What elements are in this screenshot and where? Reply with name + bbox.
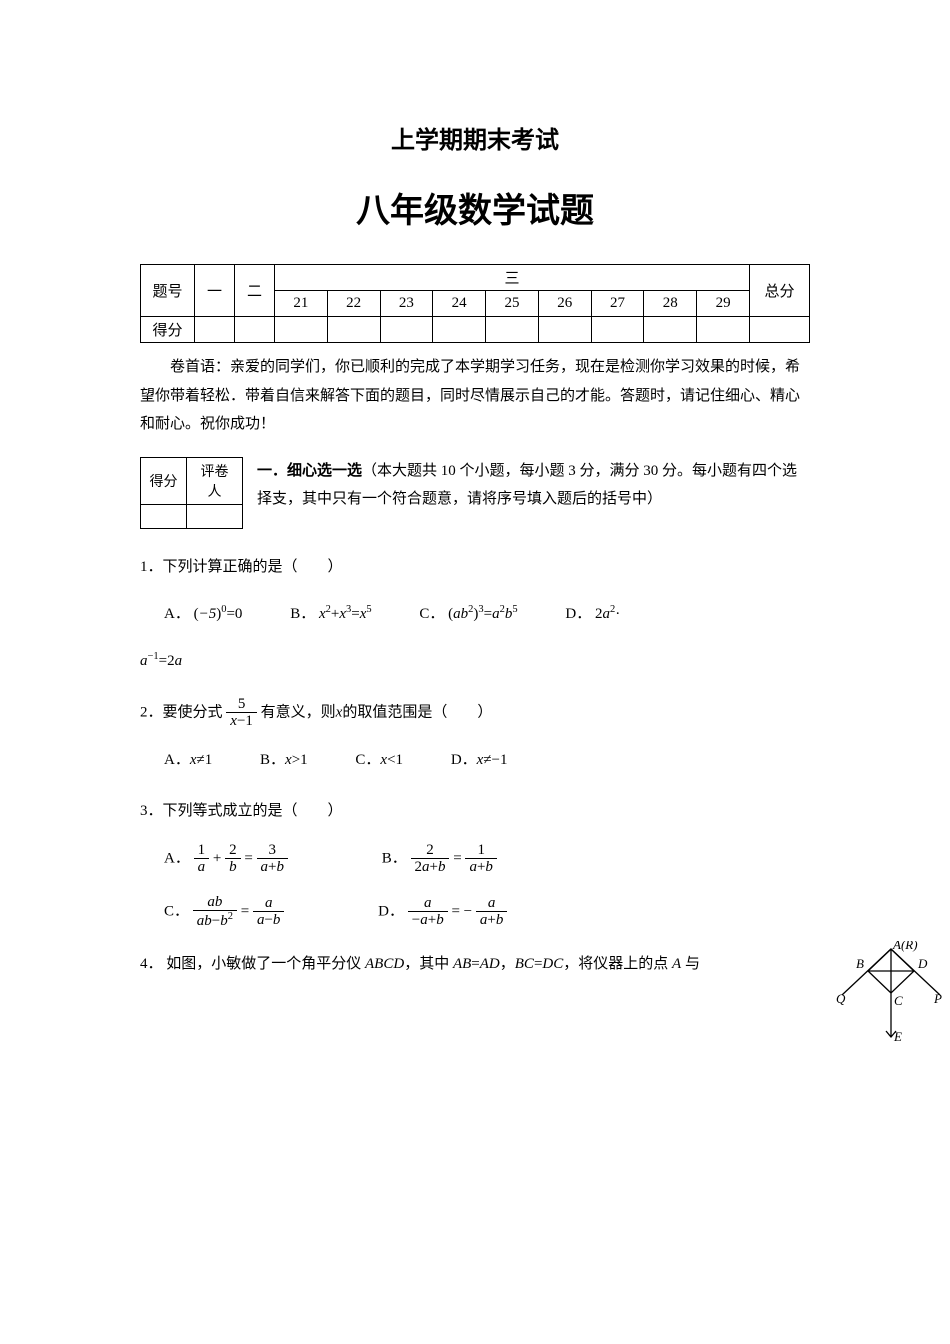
col-sub-29: 29	[697, 291, 750, 317]
q4-diagram: A(R) B D Q P C E	[836, 941, 946, 1051]
col-sub-24: 24	[433, 291, 486, 317]
q2-opt-d: D．x≠−1	[451, 744, 508, 777]
q2-opt-b: B．x>1	[260, 744, 308, 777]
score-cell	[750, 317, 810, 343]
q3-options-row1: A． 1a + 2b = 3a+b B． 22a+b = 1a+b	[164, 842, 810, 876]
q3-opt-c: C． abab−b2 = aa−b	[164, 894, 284, 930]
score-cell	[591, 317, 644, 343]
col-header-2: 二	[235, 265, 275, 317]
label-Q: Q	[836, 991, 846, 1006]
col-sub-23: 23	[380, 291, 433, 317]
exam-title-2: 八年级数学试题	[140, 183, 810, 232]
q3-opt-d: D． a−a+b = − aa+b	[378, 895, 507, 929]
preface-text: 卷首语：亲爱的同学们，你已顺利的完成了本学期学习任务，现在是检测你学习效果的时候…	[140, 353, 810, 439]
score-cell	[538, 317, 591, 343]
score-cell	[697, 317, 750, 343]
col-sub-22: 22	[327, 291, 380, 317]
label-B: B	[856, 956, 864, 971]
col-sub-26: 26	[538, 291, 591, 317]
col-sub-25: 25	[486, 291, 539, 317]
col-sub-28: 28	[644, 291, 697, 317]
q2-fraction: 5 x−1	[226, 696, 257, 730]
col-header-1: 一	[195, 265, 235, 317]
col-sub-27: 27	[591, 291, 644, 317]
exam-title-1: 上学期期末考试	[140, 120, 810, 155]
col-header-total: 总分	[750, 265, 810, 317]
q1-opt-c: C． (ab2)3=a2b5	[419, 598, 517, 631]
score-cell	[327, 317, 380, 343]
q3-options-row2: C． abab−b2 = aa−b D． a−a+b = − aa+b	[164, 894, 810, 930]
col-header-3: 三	[275, 265, 750, 291]
label-E: E	[893, 1029, 902, 1044]
q1-opt-d: D． 2a2·	[565, 598, 620, 631]
q1-opt-d-cont: a−1=2a	[140, 645, 810, 678]
q2-opt-a: A．x≠1	[164, 744, 212, 777]
score-row-label: 得分	[141, 317, 195, 343]
q3-stem: 3．下列等式成立的是（ ）	[140, 795, 810, 828]
label-C: C	[894, 993, 903, 1008]
score-cell	[486, 317, 539, 343]
score-table: 题号 一 二 三 总分 21 22 23 24 25 26 27 28 29 得…	[140, 264, 810, 343]
q3-opt-b: B． 22a+b = 1a+b	[382, 842, 497, 876]
q2-options: A．x≠1 B．x>1 C．x<1 D．x≠−1	[164, 744, 810, 777]
score-cell	[380, 317, 433, 343]
q3-opt-a: A． 1a + 2b = 3a+b	[164, 842, 288, 876]
score-cell	[644, 317, 697, 343]
section-1-header: 得分 评卷人 一．细心选一选（本大题共 10 个小题，每小题 3 分，满分 30…	[140, 457, 810, 529]
grader-col-grader: 评卷人	[187, 457, 243, 504]
q2-stem: 2．要使分式 5 x−1 有意义，则x的取值范围是（ ）	[140, 696, 810, 730]
label-P: P	[933, 991, 942, 1006]
grader-col-score: 得分	[141, 457, 187, 504]
q1-opt-a: A． (−5)0=0	[164, 598, 242, 631]
col-header-num: 题号	[141, 265, 195, 317]
q1-options: A． (−5)0=0 B． x2+x3=x5 C． (ab2)3=a2b5 D．…	[164, 598, 810, 678]
section-1-label: 一．细心选一选	[257, 463, 362, 479]
q4-stem: 4． 如图，小敏做了一个角平分仪 ABCD，其中 AB=AD，BC=DC，将仪器…	[140, 948, 810, 981]
score-cell	[235, 317, 275, 343]
score-cell	[433, 317, 486, 343]
grader-table: 得分 评卷人	[140, 457, 243, 529]
score-cell	[275, 317, 328, 343]
grader-cell	[187, 504, 243, 528]
score-cell	[195, 317, 235, 343]
grader-cell	[141, 504, 187, 528]
q1-stem: 1．下列计算正确的是（ ）	[140, 551, 810, 584]
label-AR: A(R)	[892, 941, 918, 952]
q2-opt-c: C．x<1	[355, 744, 403, 777]
section-1-text: 一．细心选一选（本大题共 10 个小题，每小题 3 分，满分 30 分。每小题有…	[257, 457, 810, 514]
q1-opt-b: B． x2+x3=x5	[290, 598, 371, 631]
col-sub-21: 21	[275, 291, 328, 317]
label-D: D	[917, 956, 928, 971]
